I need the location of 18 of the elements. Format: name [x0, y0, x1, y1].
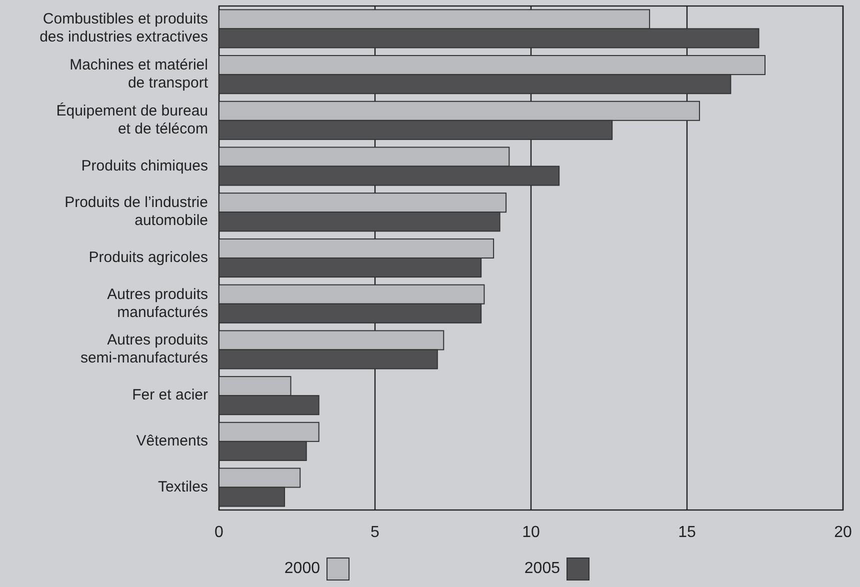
x-tick-label: 5 — [370, 524, 380, 541]
legend-label: 2005 — [524, 560, 560, 578]
legend-label: 2000 — [284, 560, 320, 578]
y-tick-label: Vêtements — [136, 432, 208, 450]
x-tick-label: 10 — [522, 524, 540, 541]
y-tick-label: Produits agricoles — [88, 248, 208, 266]
y-tick-label: Équipement de bureau et de télécom — [56, 101, 208, 138]
y-tick-label: Machines et matériel de transport — [70, 56, 209, 92]
x-tick-label: 0 — [214, 524, 224, 541]
y-tick-label: Autres produits semi-manufacturés — [80, 332, 208, 367]
x-tick-label: 20 — [834, 524, 852, 541]
y-tick-label: Textiles — [158, 478, 208, 496]
x-tick-label: 15 — [678, 524, 696, 541]
y-tick-label: Produits de l’industrie automobile — [64, 194, 208, 230]
y-tick-label: Combustibles et produits des industries extractives — [40, 10, 208, 46]
y-tick-label: Produits chimiques — [81, 157, 208, 174]
y-tick-label: Autres produits manufacturés — [107, 286, 208, 321]
y-tick-label: Fer et acier — [132, 386, 208, 404]
